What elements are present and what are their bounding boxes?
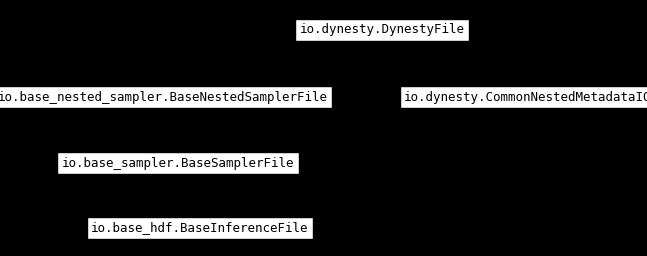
Text: io.base_sampler.BaseSamplerFile: io.base_sampler.BaseSamplerFile <box>61 156 294 169</box>
Text: io.base_hdf.BaseInferenceFile: io.base_hdf.BaseInferenceFile <box>91 221 309 234</box>
Text: io.dynesty.DynestyFile: io.dynesty.DynestyFile <box>300 24 465 37</box>
Text: io.base_nested_sampler.BaseNestedSamplerFile: io.base_nested_sampler.BaseNestedSampler… <box>0 91 328 103</box>
Text: io.dynesty.CommonNestedMetadataIO: io.dynesty.CommonNestedMetadataIO <box>404 91 647 103</box>
